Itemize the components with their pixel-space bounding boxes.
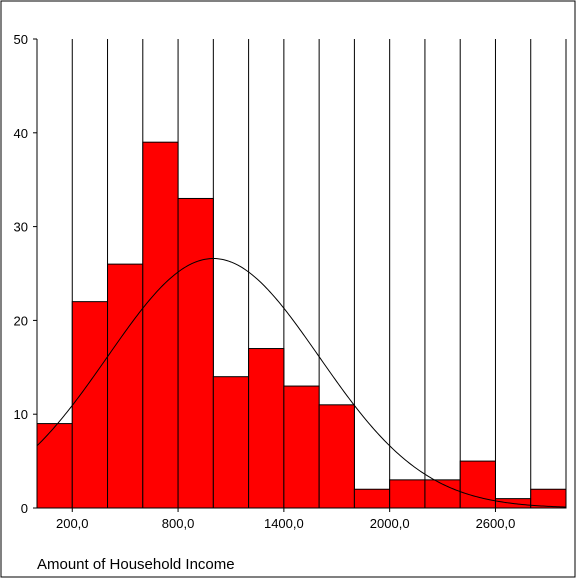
bar-6 xyxy=(248,348,285,509)
bar-10 xyxy=(389,479,426,509)
bar-3 xyxy=(142,141,179,509)
bar-5 xyxy=(212,376,250,509)
bar-2 xyxy=(107,263,144,509)
y-tick-label-1: 10 xyxy=(14,407,28,422)
x-tick-label-0: 200,0 xyxy=(56,516,89,531)
bar-7 xyxy=(283,385,320,509)
axes xyxy=(36,39,566,509)
bar-1 xyxy=(71,301,109,509)
y-tick-labels: 0 10 20 30 40 50 xyxy=(14,32,37,516)
x-tick-label-1: 800,0 xyxy=(162,516,195,531)
bar-9 xyxy=(353,488,391,509)
x-axis-label: Amount of Household Income xyxy=(37,556,235,573)
bars xyxy=(36,141,567,509)
normal-curve xyxy=(36,258,567,508)
y-tick-label-3: 30 xyxy=(14,220,28,235)
x-tick-labels: 200,0 800,0 1400,0 2000,0 2600,0 xyxy=(56,508,515,531)
bar-4 xyxy=(177,197,214,509)
bar-12 xyxy=(459,460,496,509)
x-tick-label-3: 2000,0 xyxy=(370,516,410,531)
x-tick-label-4: 2600,0 xyxy=(476,516,516,531)
bar-0 xyxy=(36,423,73,509)
bar-8 xyxy=(318,404,355,509)
normal-curve-line xyxy=(36,258,567,508)
y-tick-label-0: 0 xyxy=(21,501,28,516)
x-tick-label-2: 1400,0 xyxy=(264,516,304,531)
y-tick-label-2: 20 xyxy=(14,313,28,328)
y-tick-label-5: 50 xyxy=(14,32,28,47)
y-tick-label-4: 40 xyxy=(14,126,28,141)
